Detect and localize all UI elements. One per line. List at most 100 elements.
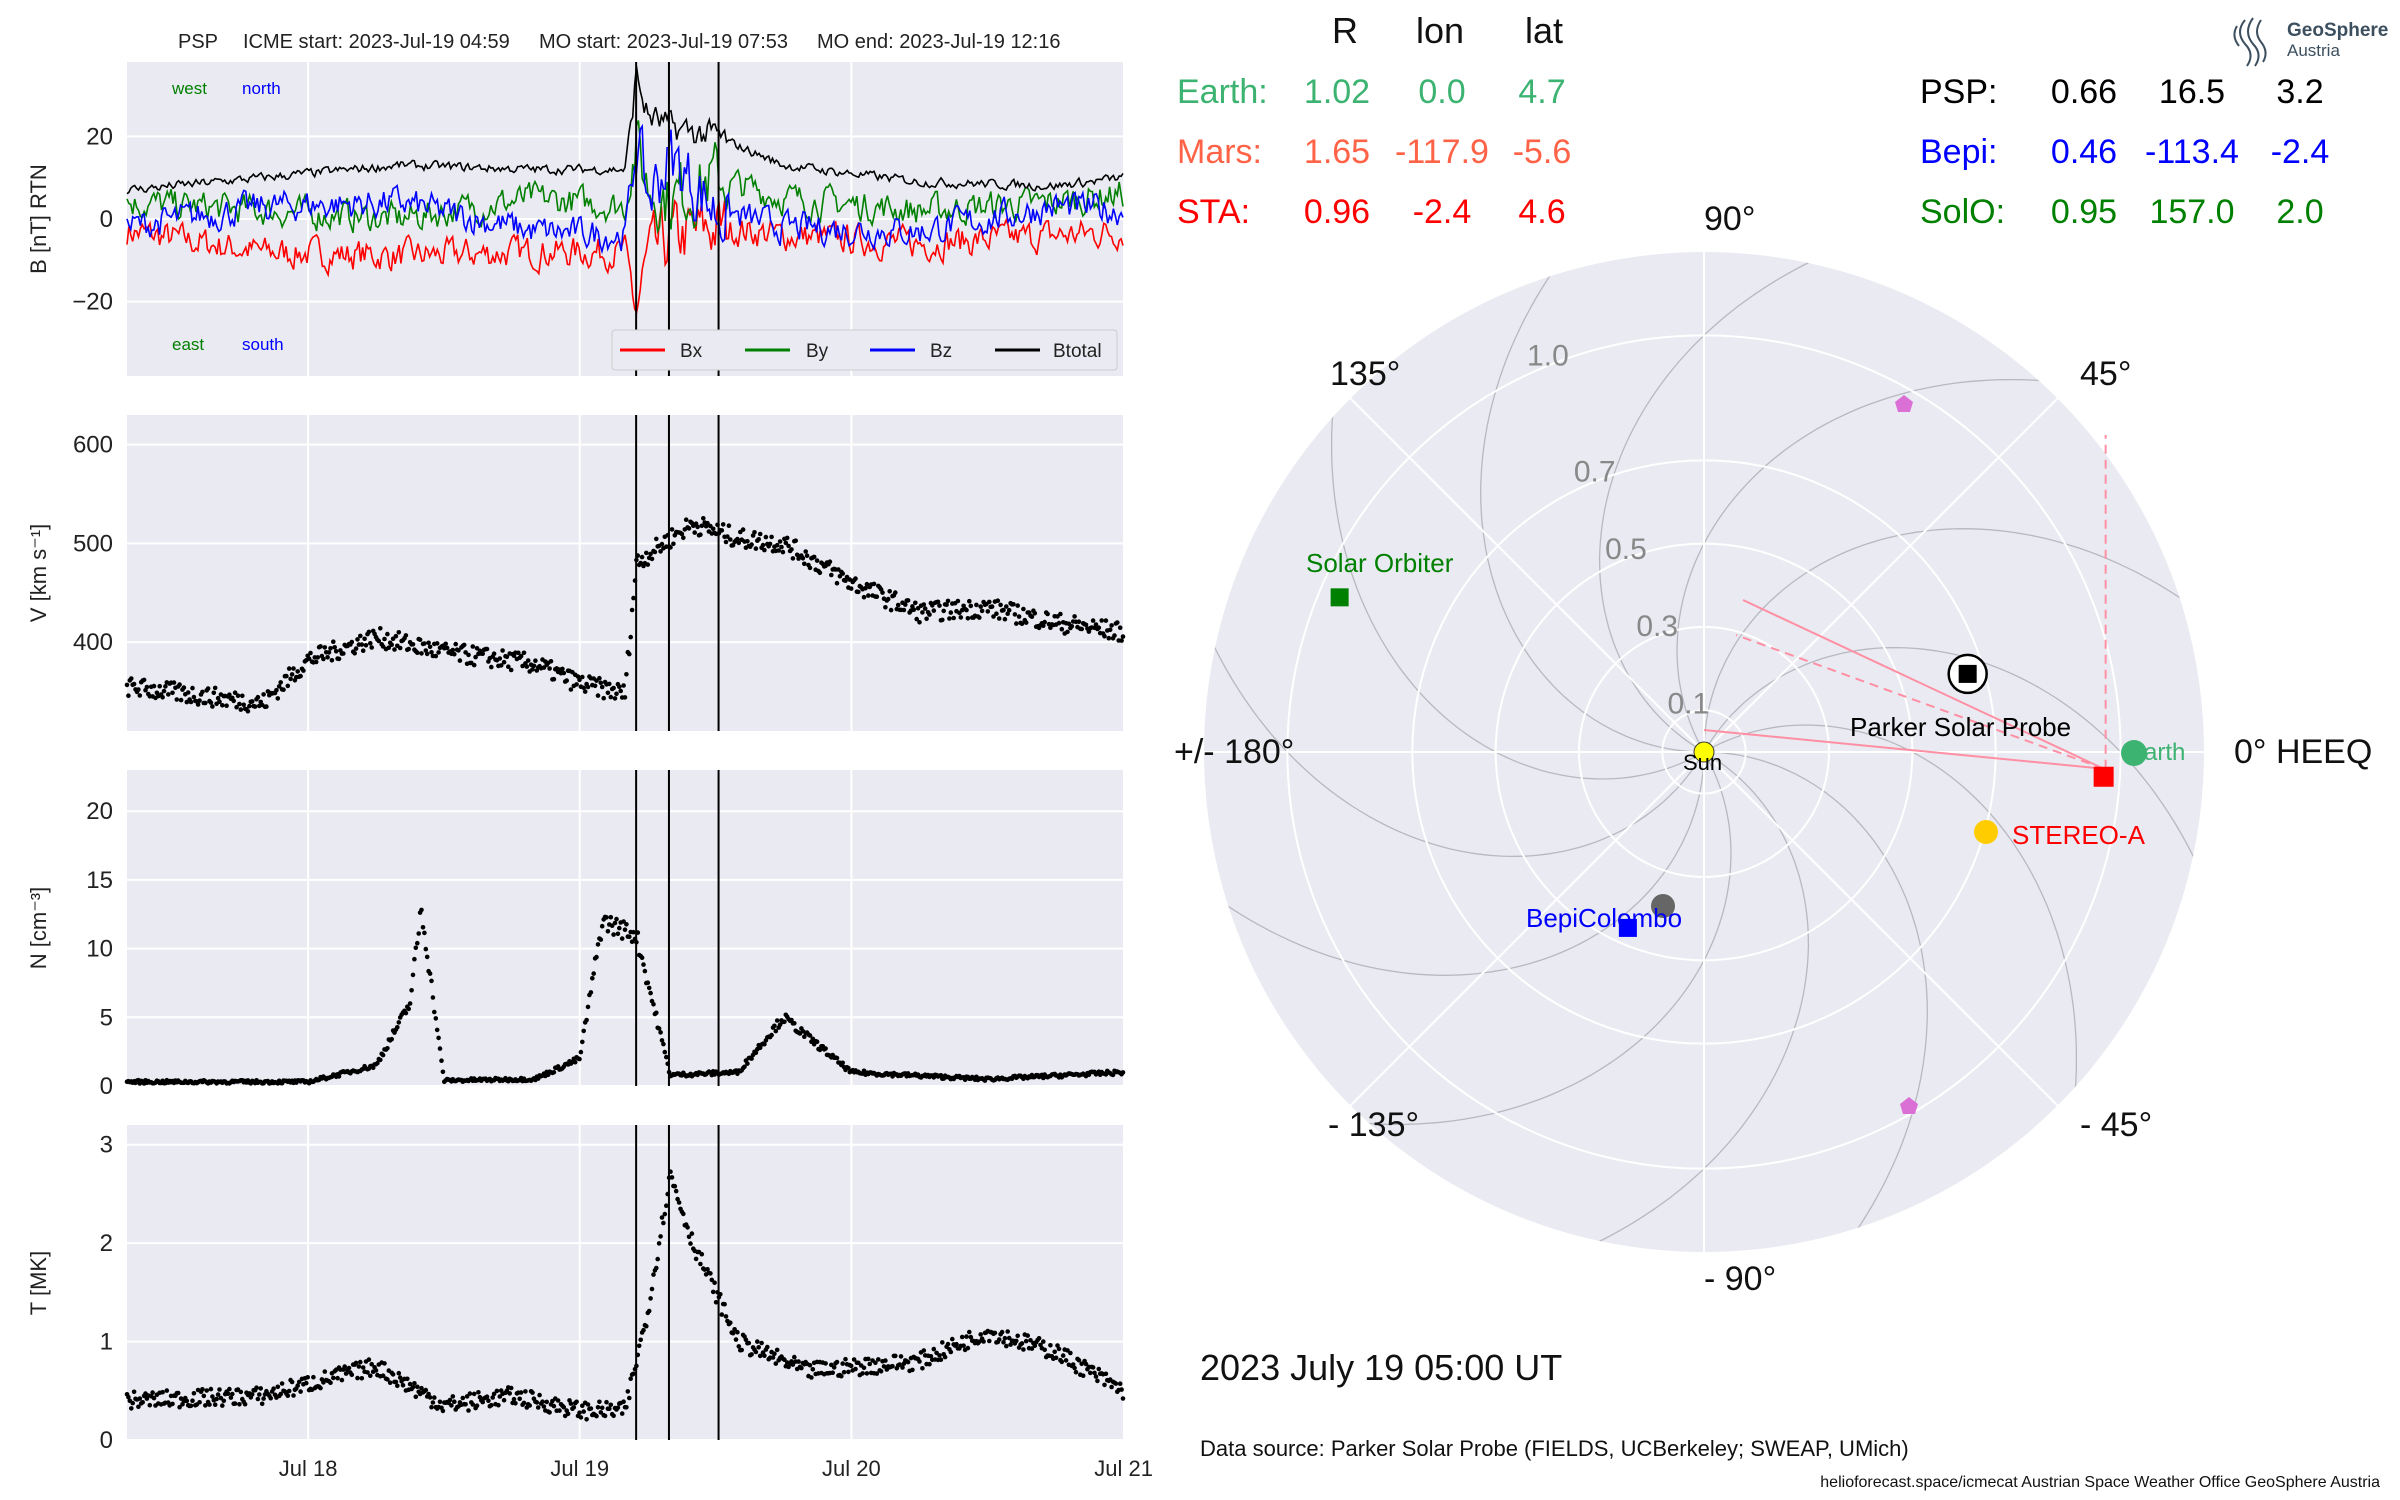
data-point [433, 1016, 439, 1021]
data-point [467, 1391, 473, 1396]
data-point [627, 934, 632, 939]
data-point [920, 610, 925, 615]
data-point [210, 1394, 215, 1399]
data-point [247, 703, 252, 709]
data-point [474, 1403, 480, 1408]
data-point [498, 663, 504, 668]
data-point [568, 1401, 574, 1406]
data-point [654, 1265, 659, 1271]
data-point [762, 1353, 767, 1358]
data-point [191, 694, 197, 700]
sun-label: Sun [1683, 750, 1722, 775]
data-point [349, 1372, 355, 1378]
header-r: R [1332, 10, 1358, 51]
data-point [231, 698, 236, 704]
data-point [1005, 611, 1010, 616]
data-point [238, 707, 244, 712]
data-point [646, 1308, 652, 1314]
data-point [1112, 633, 1117, 638]
data-point [759, 1340, 764, 1346]
data-point [594, 1413, 599, 1419]
polar-position-plot: 0.1 0.3 0.5 0.7 1.0 0° HEEQ 45° 90° 135° +/-… [1174, 200, 2372, 1298]
data-point [432, 1395, 437, 1400]
data-point [1029, 1346, 1035, 1351]
data-point [453, 641, 459, 647]
data-point [501, 1397, 507, 1403]
y-tick-label: 600 [73, 432, 113, 459]
data-point [1103, 618, 1109, 623]
data-point [853, 576, 858, 581]
data-point [876, 1357, 881, 1362]
event-lines [635, 1125, 720, 1440]
data-point [346, 1365, 352, 1371]
data-point [646, 985, 652, 991]
data-point [977, 1339, 982, 1344]
data-point [241, 702, 246, 708]
data-point [681, 1211, 686, 1217]
data-point [1072, 1365, 1077, 1371]
data-point [959, 1334, 965, 1340]
data-point [597, 1399, 602, 1405]
data-point [373, 1368, 379, 1373]
data-point [126, 693, 131, 698]
data-point [386, 645, 392, 650]
data-point [1008, 1342, 1013, 1347]
data-point [291, 1393, 296, 1398]
data-point [1056, 620, 1062, 626]
data-point [574, 1399, 579, 1405]
sta-lon: -2.4 [1413, 193, 1472, 231]
angle-label-90: 90° [1704, 200, 1755, 238]
data-point [449, 1403, 454, 1408]
data-point [151, 683, 157, 689]
data-point [625, 1389, 631, 1394]
data-point [1107, 627, 1113, 633]
data-point [782, 1357, 787, 1362]
data-point [580, 1403, 585, 1408]
data-point [385, 1377, 390, 1382]
data-point [278, 680, 284, 685]
data-point [131, 681, 137, 687]
data-point [427, 971, 433, 976]
data-point [136, 687, 141, 692]
y-tick-labels: 600 500 400 [73, 432, 113, 657]
data-point [878, 1369, 884, 1374]
data-point [275, 1384, 281, 1390]
panel-background [127, 1125, 1123, 1440]
data-point [950, 1336, 955, 1342]
data-point [1059, 1359, 1065, 1365]
data-point [476, 1390, 481, 1395]
data-point [914, 616, 919, 622]
data-point [259, 1401, 265, 1407]
data-point [628, 634, 633, 640]
bepi-name: Bepi: [1920, 133, 1998, 171]
data-point [279, 1381, 285, 1386]
data-point [464, 1394, 470, 1399]
data-point [938, 1357, 944, 1362]
data-point [581, 1028, 586, 1034]
y-tick-label: 400 [73, 629, 113, 656]
data-point [232, 690, 238, 695]
data-point [341, 651, 346, 656]
data-point [631, 595, 636, 601]
data-point [911, 607, 917, 612]
data-point [160, 1389, 165, 1395]
data-point [306, 656, 312, 661]
data-point [440, 1408, 446, 1414]
data-point [720, 522, 726, 527]
data-point [614, 916, 619, 922]
y-tick-label: 0 [100, 1427, 113, 1454]
data-point [434, 1027, 440, 1033]
data-point [782, 1019, 787, 1025]
data-point [927, 612, 932, 617]
data-point [981, 1339, 986, 1344]
data-point [701, 516, 706, 521]
data-point [208, 1386, 214, 1392]
legend: Bx By Bz Btotal [611, 329, 1118, 371]
data-point [551, 1403, 557, 1409]
x-tick-label: Jul 21 [1094, 1456, 1153, 1481]
data-point [427, 1395, 433, 1400]
data-point [257, 1392, 262, 1397]
data-point [654, 536, 659, 542]
data-point [205, 686, 211, 691]
data-point [429, 1404, 434, 1410]
